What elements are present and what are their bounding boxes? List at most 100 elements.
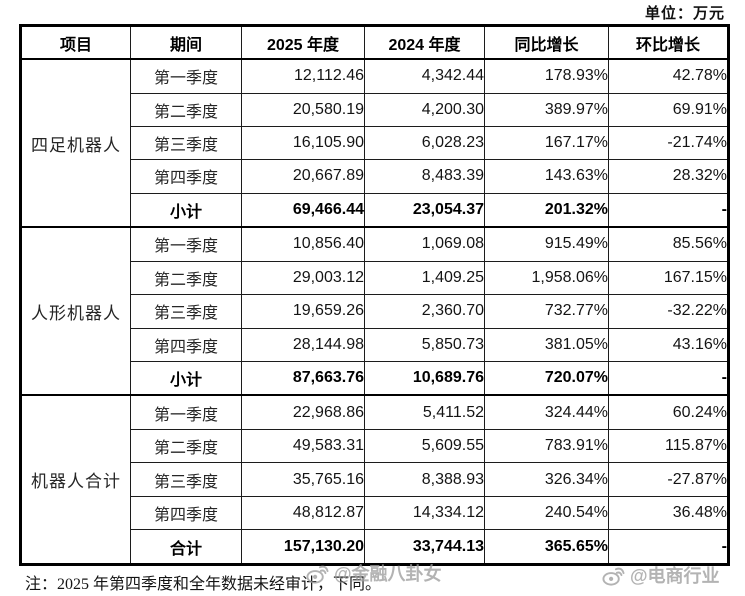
- period-cell: 第一季度: [130, 58, 242, 94]
- qoq-cell: -: [608, 192, 729, 229]
- table-row: 人形机器人 第一季度 10,856.40 1,069.08 915.49% 85.56%: [20, 226, 729, 397]
- project-cell: 四足机器人: [20, 58, 131, 229]
- col-header-yoy: 同比增长: [484, 25, 609, 60]
- period-cell: 第二季度: [130, 428, 242, 464]
- value-2024-cell: 8,483.39: [364, 159, 485, 194]
- yoy-cell: 326.34%: [484, 462, 609, 497]
- value-2024-cell: 4,200.30: [364, 92, 485, 127]
- value-2025-cell: 22,968.86: [241, 394, 365, 430]
- period-cell: 小计: [130, 192, 242, 229]
- value-2025-cell: 49,583.31: [241, 428, 365, 464]
- qoq-cell: 43.16%: [608, 327, 729, 362]
- value-2024-cell: 4,342.44: [364, 58, 485, 94]
- value-2024-cell: 5,850.73: [364, 327, 485, 362]
- table-row: 四足机器人 第一季度 12,112.46 4,342.44 178.93% 42.78%: [20, 58, 729, 229]
- period-cell: 第四季度: [130, 327, 242, 362]
- qoq-cell: -27.87%: [608, 462, 729, 497]
- value-2025-cell: 16,105.90: [241, 125, 365, 161]
- subtotal-row: 合计 157,130.20 33,744.13 365.65% -: [21, 529, 729, 566]
- yoy-cell: 365.65%: [484, 529, 609, 566]
- value-2024-cell: 6,028.23: [364, 125, 485, 161]
- value-2024-cell: 10,689.76: [364, 360, 485, 397]
- value-2024-cell: 2,360.70: [364, 294, 485, 329]
- qoq-cell: 60.24%: [608, 394, 729, 430]
- qoq-cell: -32.22%: [608, 294, 729, 329]
- period-cell: 第二季度: [130, 260, 242, 296]
- table-row: 第二季度 49,583.31 5,609.55 783.91% 115.87%: [21, 428, 729, 464]
- value-2025-cell: 20,580.19: [241, 92, 365, 127]
- yoy-cell: 240.54%: [484, 495, 609, 531]
- period-cell: 第三季度: [130, 462, 242, 497]
- qoq-cell: 167.15%: [608, 260, 729, 296]
- period-cell: 第二季度: [130, 92, 242, 127]
- qoq-cell: -21.74%: [608, 125, 729, 161]
- period-cell: 合计: [130, 529, 242, 566]
- qoq-cell: 69.91%: [608, 92, 729, 127]
- col-header-qoq: 环比增长: [608, 25, 729, 60]
- value-2025-cell: 87,663.76: [241, 360, 365, 397]
- value-2024-cell: 23,054.37: [364, 192, 485, 229]
- value-2024-cell: 1,069.08: [364, 226, 485, 262]
- value-2025-cell: 28,144.98: [241, 327, 365, 362]
- col-header-2025: 2025 年度: [241, 25, 365, 60]
- col-header-period: 期间: [130, 25, 242, 60]
- period-cell: 第三季度: [130, 125, 242, 161]
- table-body: 四足机器人 第一季度 12,112.46 4,342.44 178.93% 42.78% 第…: [20, 58, 729, 566]
- value-2025-cell: 20,667.89: [241, 159, 365, 194]
- weibo-icon: [602, 564, 625, 587]
- value-2025-cell: 29,003.12: [241, 260, 365, 296]
- value-2024-cell: 8,388.93: [364, 462, 485, 497]
- subtotal-row: 小计 87,663.76 10,689.76 720.07% -: [21, 360, 729, 397]
- yoy-cell: 167.17%: [484, 125, 609, 161]
- yoy-cell: 915.49%: [484, 226, 609, 262]
- project-cell: 人形机器人: [20, 226, 131, 397]
- header-row: 项目 期间 2025 年度 2024 年度 同比增长 环比增长: [20, 25, 729, 60]
- value-2024-cell: 14,334.12: [364, 495, 485, 531]
- yoy-cell: 732.77%: [484, 294, 609, 329]
- value-2025-cell: 10,856.40: [241, 226, 365, 262]
- unit-label: 单位：万元: [644, 6, 725, 22]
- value-2025-cell: 12,112.46: [241, 58, 365, 94]
- period-cell: 第四季度: [130, 495, 242, 531]
- table-row: 第三季度 35,765.16 8,388.93 326.34% -27.87%: [21, 462, 729, 497]
- table-row: 第四季度 48,812.87 14,334.12 240.54% 36.48%: [21, 495, 729, 531]
- period-cell: 第一季度: [130, 394, 242, 430]
- qoq-cell: 42.78%: [608, 58, 729, 94]
- yoy-cell: 783.91%: [484, 428, 609, 464]
- financial-table: 项目 期间 2025 年度 2024 年度 同比增长 环比增长 四足机器人 第一季…: [19, 24, 730, 566]
- yoy-cell: 1,958.06%: [484, 260, 609, 296]
- qoq-cell: -: [608, 529, 729, 566]
- period-cell: 第一季度: [130, 226, 242, 262]
- table-row: 第二季度 20,580.19 4,200.30 389.97% 69.91%: [21, 92, 729, 127]
- value-2025-cell: 19,659.26: [241, 294, 365, 329]
- col-header-project: 项目: [20, 25, 131, 60]
- value-2024-cell: 5,411.52: [364, 394, 485, 430]
- value-2025-cell: 35,765.16: [241, 462, 365, 497]
- table-row: 第四季度 28,144.98 5,850.73 381.05% 43.16%: [21, 327, 729, 362]
- value-2025-cell: 48,812.87: [241, 495, 365, 531]
- qoq-cell: 85.56%: [608, 226, 729, 262]
- yoy-cell: 143.63%: [484, 159, 609, 194]
- table-row: 第三季度 16,105.90 6,028.23 167.17% -21.74%: [21, 125, 729, 161]
- qoq-cell: 36.48%: [608, 495, 729, 531]
- value-2024-cell: 33,744.13: [364, 529, 485, 566]
- yoy-cell: 389.97%: [484, 92, 609, 127]
- qoq-cell: 28.32%: [608, 159, 729, 194]
- col-header-2024: 2024 年度: [364, 25, 485, 60]
- period-cell: 第三季度: [130, 294, 242, 329]
- qoq-cell: 115.87%: [608, 428, 729, 464]
- footnote: 注：2025 年第四季度和全年数据未经审计，下同。: [25, 576, 382, 593]
- project-cell: 机器人合计: [20, 394, 131, 566]
- yoy-cell: 178.93%: [484, 58, 609, 94]
- yoy-cell: 324.44%: [484, 394, 609, 430]
- yoy-cell: 381.05%: [484, 327, 609, 362]
- yoy-cell: 201.32%: [484, 192, 609, 229]
- period-cell: 第四季度: [130, 159, 242, 194]
- value-2024-cell: 5,609.55: [364, 428, 485, 464]
- value-2024-cell: 1,409.25: [364, 260, 485, 296]
- table-row: 第四季度 20,667.89 8,483.39 143.63% 28.32%: [21, 159, 729, 194]
- period-cell: 小计: [130, 360, 242, 397]
- subtotal-row: 小计 69,466.44 23,054.37 201.32% -: [21, 192, 729, 229]
- value-2025-cell: 157,130.20: [241, 529, 365, 566]
